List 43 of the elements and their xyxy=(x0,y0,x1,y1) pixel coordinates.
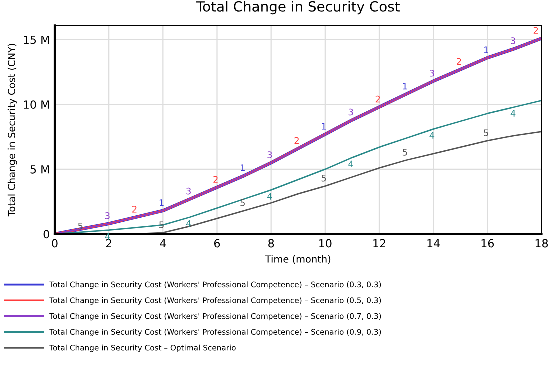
annotation: 3 xyxy=(186,188,191,195)
x-tick-label: 16 xyxy=(482,239,494,248)
annotation: 3 xyxy=(348,108,354,116)
y-tick-label: 5 M xyxy=(30,166,50,174)
x-tick-label: 8 xyxy=(268,239,274,248)
annotation: 2 xyxy=(457,58,462,66)
y-tick-label: 15 M xyxy=(24,36,50,44)
annotation: 2 xyxy=(132,206,137,213)
annotation: 3 xyxy=(430,70,434,77)
annotation: 5 xyxy=(402,149,408,156)
x-tick-label: 2 xyxy=(106,239,112,248)
annotation: 1 xyxy=(322,123,326,130)
annotation: 3 xyxy=(106,212,110,220)
annotation: 3 xyxy=(511,38,516,44)
annotation: 5 xyxy=(240,200,245,206)
x-tick-label: 6 xyxy=(214,239,220,248)
y-tick-label: 0 xyxy=(44,230,50,239)
annotation: 2 xyxy=(294,137,299,144)
annotation: 5 xyxy=(322,175,326,182)
x-tick-label: 4 xyxy=(160,239,166,248)
annotation: 2 xyxy=(376,96,380,103)
annotation: 1 xyxy=(241,164,245,172)
annotation: 4 xyxy=(186,220,192,228)
x-axis-title: Time (month) xyxy=(265,255,331,264)
x-tick-label: 18 xyxy=(536,239,548,248)
x-tick-label: 0 xyxy=(52,239,58,248)
annotation: 4 xyxy=(268,193,272,200)
annotation: 5 xyxy=(484,130,488,136)
annotation: 1 xyxy=(160,200,164,206)
annotation: 1 xyxy=(403,83,408,90)
annotation: 3 xyxy=(268,152,272,158)
annotation: 1 xyxy=(484,46,488,54)
annotation: 4 xyxy=(430,132,435,139)
y-axis-title: Total Change in Security Cost (CNY) xyxy=(8,44,18,217)
x-tick-label: 12 xyxy=(374,239,386,248)
annotation: 2 xyxy=(214,176,218,183)
chart-title: Total Change in Security Cost xyxy=(196,1,400,15)
y-tick-label: 10 M xyxy=(24,100,50,110)
annotation: 4 xyxy=(510,110,516,117)
annotation: 2 xyxy=(534,27,538,34)
x-tick-label: 14 xyxy=(428,239,440,248)
annotation: 4 xyxy=(348,160,354,168)
x-tick-label: 10 xyxy=(320,239,332,248)
